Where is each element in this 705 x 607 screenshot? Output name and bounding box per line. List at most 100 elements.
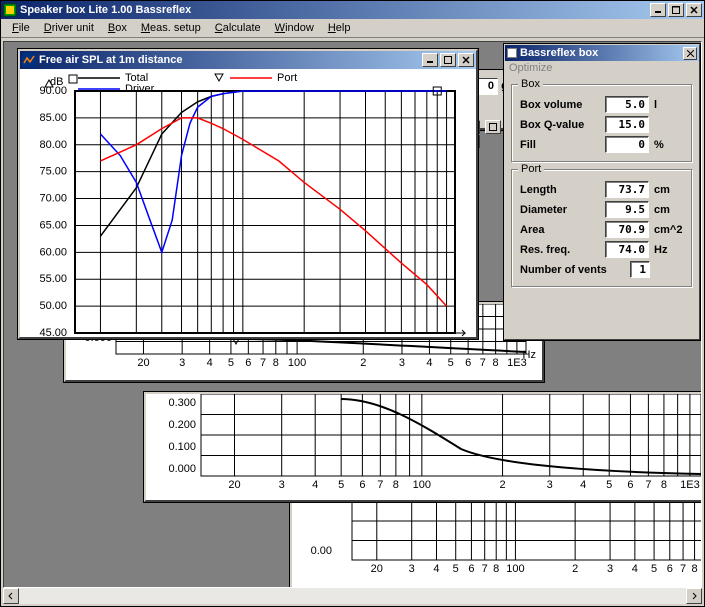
svg-text:70.00: 70.00 [39,193,67,205]
svg-text:3: 3 [179,357,185,369]
svg-text:55.00: 55.00 [39,273,67,285]
minimize-button[interactable] [650,3,666,17]
svg-text:6: 6 [195,336,201,337]
scroll-track[interactable] [19,588,686,604]
scroll-left-button[interactable] [3,588,19,604]
svg-text:100: 100 [234,336,252,337]
svg-text:4: 4 [632,563,638,575]
svg-text:2: 2 [572,563,578,575]
box-icon [507,48,517,58]
svg-text:7: 7 [482,563,488,575]
svg-text:20: 20 [228,479,240,491]
maximize-button[interactable] [668,3,684,17]
svg-text:75.00: 75.00 [39,166,67,178]
svg-text:6: 6 [627,479,633,491]
port-unit-0: cm [654,184,670,196]
box-input-1[interactable]: 15.0 [605,116,649,133]
svg-text:6: 6 [667,563,673,575]
scroll-right-button[interactable] [686,588,702,604]
svg-text:4: 4 [207,357,213,369]
svg-text:6: 6 [468,563,474,575]
app-icon [3,3,17,17]
bg-max-button[interactable] [485,120,501,134]
horizontal-scrollbar[interactable] [3,588,702,604]
close-button[interactable] [686,3,702,17]
spl-titlebar: Free air SPL at 1m distance [20,51,476,69]
svg-text:20: 20 [94,336,106,337]
svg-text:2: 2 [360,357,366,369]
svg-text:0.300: 0.300 [168,397,196,409]
svg-text:5: 5 [606,479,612,491]
menu-file[interactable]: File [5,20,37,36]
menu-box[interactable]: Box [101,20,134,36]
svg-text:3: 3 [399,357,405,369]
menubar: File Driver unit Box Meas. setup Calcula… [1,19,704,38]
svg-text:50.00: 50.00 [39,300,67,312]
spl-maximize-button[interactable] [440,53,456,67]
menu-meas-setup[interactable]: Meas. setup [134,20,208,36]
port-label-1: Diameter [520,204,605,216]
bg-chart-window-2[interactable]: 0.3000.2000.1000.000 2034567810023456781… [144,392,702,502]
svg-text:80.00: 80.00 [39,139,67,151]
vents-input[interactable]: 1 [630,261,650,278]
menu-window[interactable]: Window [268,20,321,36]
svg-text:85.00: 85.00 [39,112,67,124]
port-input-0[interactable]: 73.7 [605,181,649,198]
svg-text:8: 8 [220,336,226,337]
bassreflex-menu: Optimize [505,61,699,78]
svg-text:5: 5 [453,563,459,575]
svg-text:2: 2 [301,336,307,337]
svg-text:2: 2 [499,479,505,491]
port-legend: Port [518,163,544,175]
menu-calculate[interactable]: Calculate [208,20,268,36]
svg-text:7: 7 [412,336,418,337]
box-unit-2: % [654,139,664,151]
svg-text:100: 100 [288,357,306,369]
port-unit-3: Hz [654,244,667,256]
svg-text:5: 5 [178,336,184,337]
spl-chart: 90.0085.0080.0075.0070.0065.0060.0055.00… [20,69,476,337]
box-label-1: Box Q-value [520,119,605,131]
spl-minimize-button[interactable] [422,53,438,67]
svg-text:3: 3 [337,336,343,337]
menu-help[interactable]: Help [321,20,358,36]
box-label-2: Fill [520,139,605,151]
port-input-1[interactable]: 9.5 [605,201,649,218]
bassreflex-close-button[interactable] [683,47,697,60]
spl-window[interactable]: Free air SPL at 1m distance 90.0085.0080… [18,49,478,339]
menu-optimize[interactable]: Optimize [509,62,552,74]
box-input-2[interactable]: 0 [605,136,649,153]
svg-text:20: 20 [137,357,149,369]
svg-text:0.000: 0.000 [168,463,196,475]
svg-text:3: 3 [607,563,613,575]
svg-text:7: 7 [645,479,651,491]
port-unit-2: cm^2 [654,224,682,236]
svg-text:6: 6 [465,357,471,369]
menu-driver-unit[interactable]: Driver unit [37,20,101,36]
bg-chart-2: 0.3000.2000.1000.000 2034567810023456781… [146,394,702,504]
chart-icon [22,53,36,67]
svg-text:0.00: 0.00 [311,545,332,557]
svg-text:7: 7 [377,479,383,491]
main-window: Speaker box Lite 1.00 Bassreflex File Dr… [0,0,705,607]
port-label-3: Res. freq. [520,244,605,256]
svg-text:6: 6 [398,336,404,337]
svg-text:8: 8 [692,563,698,575]
svg-text:1E3: 1E3 [437,336,457,337]
port-input-3[interactable]: 74.0 [605,241,649,258]
port-input-2[interactable]: 70.9 [605,221,649,238]
svg-text:Driver: Driver [125,83,155,95]
svg-text:8: 8 [493,563,499,575]
svg-text:5: 5 [228,357,234,369]
spl-title: Free air SPL at 1m distance [39,54,420,66]
svg-text:7: 7 [480,357,486,369]
svg-text:1E3: 1E3 [680,479,700,491]
svg-text:Port: Port [277,72,297,84]
svg-text:3: 3 [547,479,553,491]
svg-text:Hz: Hz [465,336,476,337]
bassreflex-window[interactable]: Bassreflex box Optimize Box Box volume 5… [504,44,700,340]
spl-close-button[interactable] [458,53,474,67]
box-input-0[interactable]: 5.0 [605,96,649,113]
svg-text:100: 100 [506,563,524,575]
svg-text:4: 4 [580,479,586,491]
